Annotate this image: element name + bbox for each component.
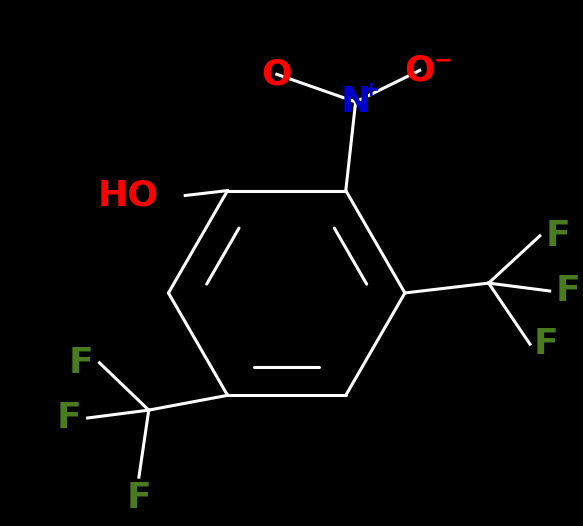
Text: O: O — [404, 53, 435, 87]
Text: F: F — [57, 401, 82, 435]
Text: +: + — [362, 80, 381, 100]
Text: F: F — [546, 219, 571, 253]
Text: HO: HO — [97, 178, 159, 213]
Text: O: O — [261, 57, 292, 92]
Text: N: N — [340, 85, 371, 119]
Text: F: F — [127, 481, 151, 515]
Text: −: − — [434, 50, 452, 70]
Text: F: F — [556, 274, 580, 308]
Text: F: F — [69, 346, 94, 380]
Text: F: F — [534, 327, 559, 361]
